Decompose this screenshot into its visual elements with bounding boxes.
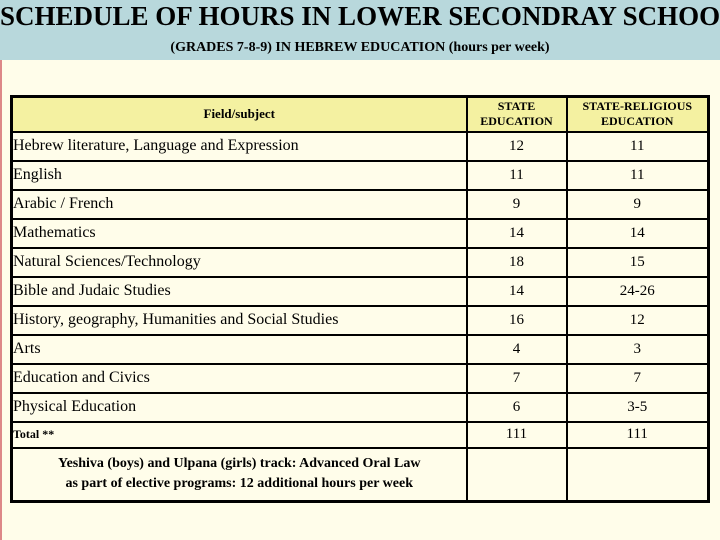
state-education-header: STATE EDUCATION: [465, 95, 568, 133]
subject-cell: History, geography, Humanities and Socia…: [10, 304, 468, 336]
religious-hours-cell: 7: [565, 362, 710, 394]
state-hours-cell: 7: [465, 362, 568, 394]
table-row: Natural Sciences/Technology 18 15: [10, 246, 710, 278]
table-row: Bible and Judaic Studies 14 24-26: [10, 275, 710, 307]
religious-hours-cell: 3: [565, 333, 710, 365]
state-hours-cell: 9: [465, 188, 568, 220]
state-hours-cell: 11: [465, 159, 568, 191]
state-hours-cell: 14: [465, 275, 568, 307]
religious-hours-cell: 11: [565, 159, 710, 191]
note-row: Yeshiva (boys) and Ulpana (girls) track:…: [10, 446, 710, 503]
religious-hours-cell: 24-26: [565, 275, 710, 307]
religious-hours-cell: 9: [565, 188, 710, 220]
religious-hours-cell: 11: [565, 130, 710, 162]
state-hours-cell: 18: [465, 246, 568, 278]
religious-hours-cell: 3-5: [565, 391, 710, 423]
yeshiva-note-cell: Yeshiva (boys) and Ulpana (girls) track:…: [10, 446, 468, 503]
subject-cell: Bible and Judaic Studies: [10, 275, 468, 307]
state-hours-cell: 16: [465, 304, 568, 336]
table-header-row: Field/subject STATE EDUCATION STATE-RELI…: [10, 95, 710, 133]
religious-hours-cell: 14: [565, 217, 710, 249]
field-subject-header: Field/subject: [10, 95, 468, 133]
subject-cell: Natural Sciences/Technology: [10, 246, 468, 278]
subject-cell: Education and Civics: [10, 362, 468, 394]
state-religious-education-header: STATE-RELIGIOUS EDUCATION: [565, 95, 710, 133]
subject-cell: English: [10, 159, 468, 191]
total-row: Total ** 111 111: [10, 420, 710, 449]
total-state-hours-cell: 111: [465, 420, 568, 449]
yeshiva-note-line2: as part of elective programs: 12 additio…: [65, 476, 413, 492]
table-row: History, geography, Humanities and Socia…: [10, 304, 710, 336]
title-band: [0, 0, 720, 60]
table-row: Arabic / French 9 9: [10, 188, 710, 220]
empty-state-cell: [465, 446, 568, 503]
state-hours-cell: 12: [465, 130, 568, 162]
total-religious-hours-cell: 111: [565, 420, 710, 449]
subject-cell: Hebrew literature, Language and Expressi…: [10, 130, 468, 162]
state-hours-cell: 6: [465, 391, 568, 423]
hours-schedule-table: Field/subject STATE EDUCATION STATE-RELI…: [10, 95, 710, 503]
total-label-cell: Total **: [10, 420, 468, 449]
slide-subtitle: (GRADES 7-8-9) IN HEBREW EDUCATION (hour…: [170, 40, 550, 55]
empty-religious-cell: [565, 446, 710, 503]
table-row: Hebrew literature, Language and Expressi…: [10, 130, 710, 162]
subject-cell: Arabic / French: [10, 188, 468, 220]
religious-hours-cell: 12: [565, 304, 710, 336]
subject-cell: Mathematics: [10, 217, 468, 249]
table-row: English 11 11: [10, 159, 710, 191]
table-row: Physical Education 6 3-5: [10, 391, 710, 423]
subject-cell: Physical Education: [10, 391, 468, 423]
religious-hours-cell: 15: [565, 246, 710, 278]
left-accent-stripe: [0, 60, 2, 540]
table-row: Arts 4 3: [10, 333, 710, 365]
state-hours-cell: 14: [465, 217, 568, 249]
slide-title: SCHEDULE OF HOURS IN LOWER SECONDRAY SCH…: [0, 1, 720, 31]
state-hours-cell: 4: [465, 333, 568, 365]
table-row: Mathematics 14 14: [10, 217, 710, 249]
subject-cell: Arts: [10, 333, 468, 365]
yeshiva-note-line1: Yeshiva (boys) and Ulpana (girls) track:…: [58, 456, 421, 472]
table-row: Education and Civics 7 7: [10, 362, 710, 394]
